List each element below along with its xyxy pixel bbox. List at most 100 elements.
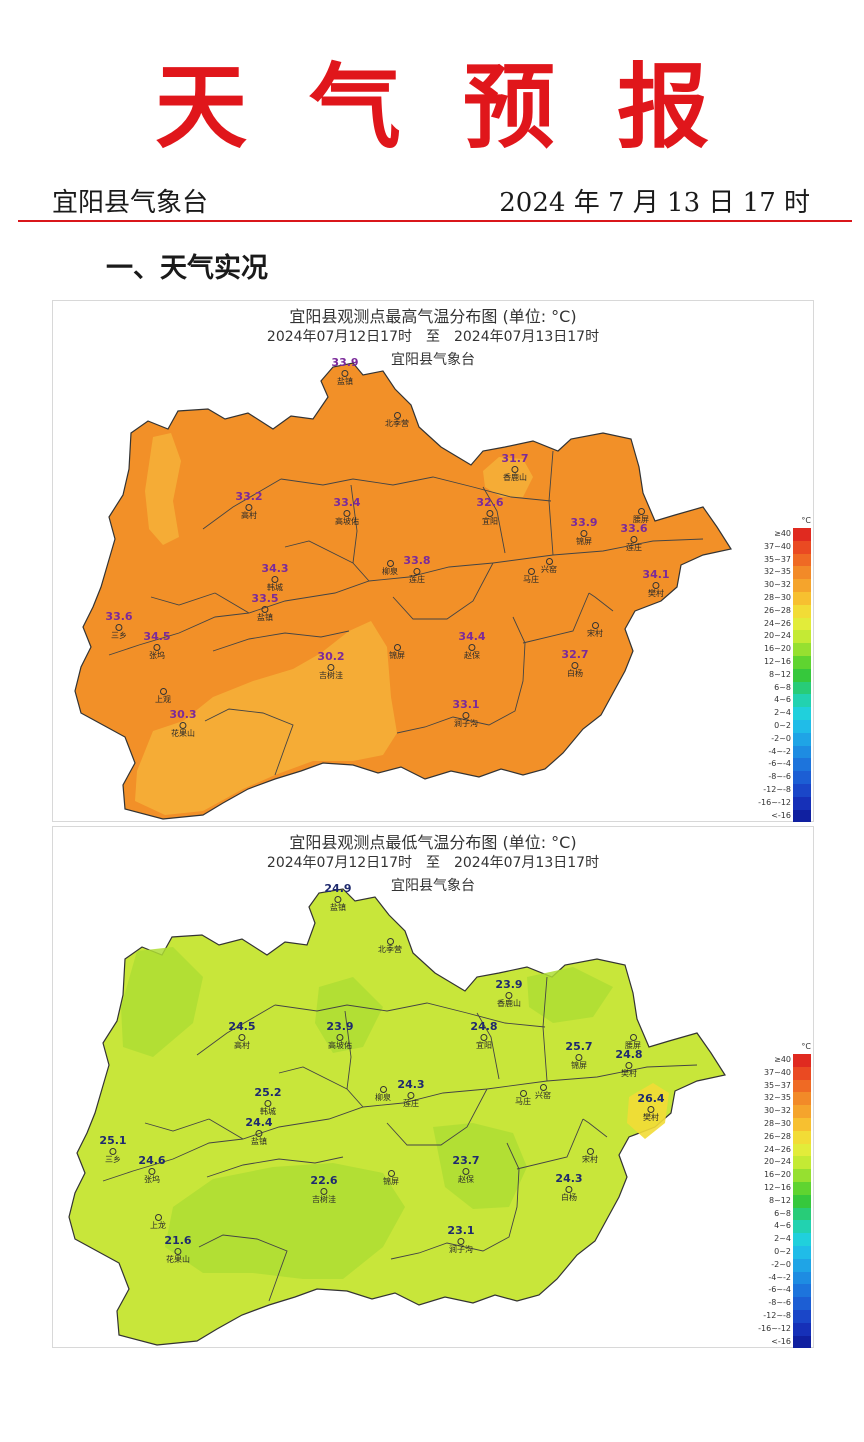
station-marker: 33.4 高坡佑: [333, 497, 360, 527]
station-marker: 北季营: [378, 937, 402, 955]
station-dot-icon: [462, 712, 470, 719]
station-dot-icon: [519, 1090, 527, 1097]
legend-item: 30~32: [753, 1105, 813, 1118]
legend-swatch: [793, 643, 811, 656]
station-name: 上观: [155, 695, 171, 704]
station-marker: 兴窑: [541, 557, 557, 575]
station-value: 31.7: [501, 452, 529, 465]
station-value: 23.9: [326, 1020, 354, 1033]
station-value: 23.7: [452, 1154, 480, 1167]
station-dot-icon: [505, 992, 513, 999]
legend-label: -8~-6: [768, 1298, 791, 1308]
legend-swatch: [793, 1079, 811, 1093]
station-marker: 33.6 三乡: [105, 611, 132, 641]
station-value: 33.8: [403, 554, 431, 567]
cool-patch: [527, 967, 613, 1023]
station-marker: 24.6 张坞: [138, 1155, 165, 1185]
legend-swatch: [793, 1105, 811, 1118]
legend-item: -16~-12: [753, 1322, 813, 1336]
legend-label: 26~28: [763, 1131, 791, 1141]
max-temp-map: 宜阳县观测点最高气温分布图 (单位: °C) 2024年07月12日17时 至 …: [52, 300, 814, 823]
legend-item: -8~-6: [753, 771, 813, 784]
station-dot-icon: [343, 510, 351, 517]
station-name: 樊村: [642, 1113, 659, 1122]
station-value: 33.6: [620, 522, 648, 535]
station-dot-icon: [539, 1084, 547, 1091]
legend-item: -4~-2: [753, 1271, 813, 1285]
station-dot-icon: [571, 662, 579, 669]
legend-item: 16~20: [753, 643, 813, 656]
legend-item: 37~40: [753, 540, 813, 554]
legend-label: 35~37: [763, 554, 791, 564]
station-name: 柳泉: [375, 1093, 391, 1102]
station-dot-icon: [486, 510, 494, 517]
legend-unit: °C: [801, 516, 811, 525]
legend-swatch: [793, 796, 811, 810]
legend-label: 32~35: [763, 1093, 791, 1103]
station-marker: 23.7 赵保: [452, 1155, 479, 1185]
station-name: 北季营: [385, 419, 409, 428]
legend-swatch: [793, 783, 811, 797]
station-name: 腰屏: [625, 1041, 641, 1050]
station-marker: 上龙: [150, 1213, 166, 1231]
station-dot-icon: [255, 1130, 263, 1137]
station-marker: 马庄: [523, 567, 539, 585]
station-value: 33.1: [452, 698, 480, 711]
legend-label: -2~0: [771, 733, 791, 743]
station-value: 25.7: [565, 1040, 593, 1053]
station-name: 赵保: [463, 651, 480, 660]
legend-item: <-16: [753, 1335, 813, 1349]
legend-item: -12~-8: [753, 783, 813, 797]
legend-swatch: [793, 553, 811, 567]
legend-label: ≥40: [774, 1055, 791, 1064]
station-name: 盐镇: [256, 613, 273, 622]
cool-patch: [315, 977, 383, 1053]
legend-label: 4~6: [774, 1221, 791, 1231]
station-name: 三乡: [110, 631, 127, 640]
station-value: 30.3: [169, 708, 197, 721]
legend-item: 24~26: [753, 617, 813, 631]
township-boundaries: [108, 450, 704, 776]
legend-swatch: [793, 591, 811, 605]
legend-label: 24~26: [763, 1144, 791, 1154]
legend-item: 4~6: [753, 694, 813, 708]
legend-label: 8~12: [769, 1195, 791, 1205]
station-marker: 32.6 宜阳: [476, 497, 503, 527]
legend-swatch: [793, 1335, 811, 1349]
station-marker: 宋村: [582, 1147, 598, 1165]
station-name: 高坡佑: [334, 517, 359, 526]
warm-patch: [483, 457, 533, 497]
legend-swatch: [793, 681, 811, 695]
legend-label: -4~-2: [768, 1272, 791, 1282]
warm-patch: [145, 433, 181, 545]
station-name: 兴窑: [541, 565, 557, 574]
legend-label: 28~30: [763, 592, 791, 602]
cool-patch: [165, 1163, 405, 1279]
station-marker: 25.1 三乡: [99, 1135, 126, 1165]
station-marker: 23.9 高坡佑: [326, 1021, 353, 1051]
station-name: 涧子沟: [448, 1245, 473, 1254]
station-name: 樊村: [620, 1069, 637, 1078]
station-name: 北季营: [378, 945, 402, 954]
station-dot-icon: [591, 622, 599, 629]
station-marker: 24.3 莲庄: [397, 1079, 424, 1109]
legend-item: 2~4: [753, 1233, 813, 1246]
legend-label: -2~0: [771, 1259, 791, 1269]
legend-label: ≥40: [774, 529, 791, 538]
station-name: 韩城: [259, 1107, 276, 1116]
legend-swatch: [793, 617, 811, 631]
legend-item: -4~-2: [753, 745, 813, 759]
station-marker: 腰屏: [633, 507, 649, 525]
station-name: 韩城: [266, 583, 283, 592]
station-value: 30.2: [317, 650, 345, 663]
station-dot-icon: [179, 722, 187, 729]
station-dot-icon: [580, 530, 588, 537]
station-name: 莲庄: [625, 543, 642, 552]
legend-swatch: [793, 630, 811, 644]
legend-label: -12~-8: [763, 784, 791, 794]
station-marker: 33.2 高村: [235, 491, 262, 521]
station-value: 33.6: [105, 610, 133, 623]
station-name: 花果山: [165, 1255, 190, 1264]
legend-item: 32~35: [753, 1092, 813, 1106]
legend-item: 0~2: [753, 719, 813, 733]
